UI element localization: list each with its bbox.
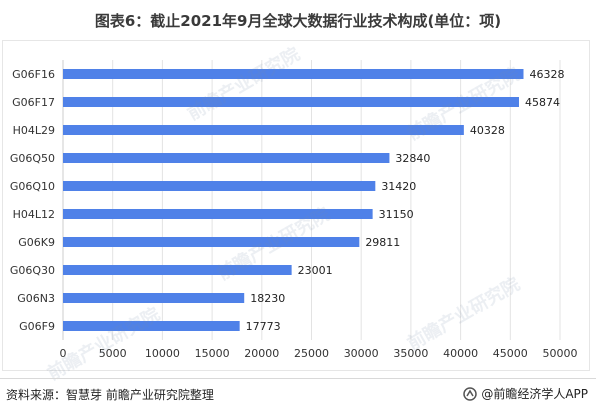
y-tick-label: G06N3 <box>17 292 55 305</box>
y-tick-label: G06Q30 <box>10 264 55 277</box>
data-label: 46328 <box>530 68 565 81</box>
data-label: 29811 <box>365 236 400 249</box>
chart-title: 图表6：截止2021年9月全球大数据行业技术构成(单位：项) <box>94 12 502 30</box>
chart-area <box>2 40 590 371</box>
x-tick-label: 50000 <box>543 347 578 360</box>
footer-divider <box>0 378 596 379</box>
y-tick-label: G06F9 <box>19 320 55 333</box>
bar <box>63 265 292 275</box>
x-tick-label: 45000 <box>493 347 528 360</box>
x-tick-label: 0 <box>60 347 67 360</box>
data-label: 18230 <box>250 292 285 305</box>
y-tick-label: G06K9 <box>18 236 55 249</box>
data-label: 40328 <box>470 124 505 137</box>
brand-credit: @前瞻经济学人APP <box>463 385 588 402</box>
data-label: 31150 <box>379 208 414 221</box>
y-tick-label: G06Q10 <box>10 180 55 193</box>
bar <box>63 97 519 107</box>
y-tick-label: G06F17 <box>12 96 55 109</box>
data-label: 23001 <box>298 264 333 277</box>
data-label: 31420 <box>381 180 416 193</box>
x-tick-label: 25000 <box>294 347 329 360</box>
x-tick-label: 5000 <box>99 347 127 360</box>
bar <box>63 153 390 163</box>
data-label: 17773 <box>246 320 281 333</box>
x-tick-label: 10000 <box>145 347 180 360</box>
bar <box>63 69 524 79</box>
bar <box>63 293 245 303</box>
bar <box>63 125 464 135</box>
y-tick-label: H04L12 <box>13 208 55 221</box>
bar <box>63 181 376 191</box>
x-tick-label: 30000 <box>344 347 379 360</box>
x-tick-label: 20000 <box>244 347 279 360</box>
data-label: 32840 <box>395 152 430 165</box>
y-tick-label: G06Q50 <box>10 152 55 165</box>
source-note: 资料来源：智慧芽 前瞻产业研究院整理 <box>6 388 214 402</box>
y-tick-label: G06F16 <box>12 68 55 81</box>
y-tick-label: H04L29 <box>13 124 55 137</box>
brand-logo-icon <box>463 386 478 401</box>
bar <box>63 209 373 219</box>
x-tick-label: 35000 <box>393 347 428 360</box>
bar <box>63 237 360 247</box>
bar <box>63 321 240 331</box>
data-label: 45874 <box>525 96 560 109</box>
x-tick-label: 40000 <box>443 347 478 360</box>
x-tick-label: 15000 <box>195 347 230 360</box>
brand-label: @前瞻经济学人APP <box>481 387 588 401</box>
